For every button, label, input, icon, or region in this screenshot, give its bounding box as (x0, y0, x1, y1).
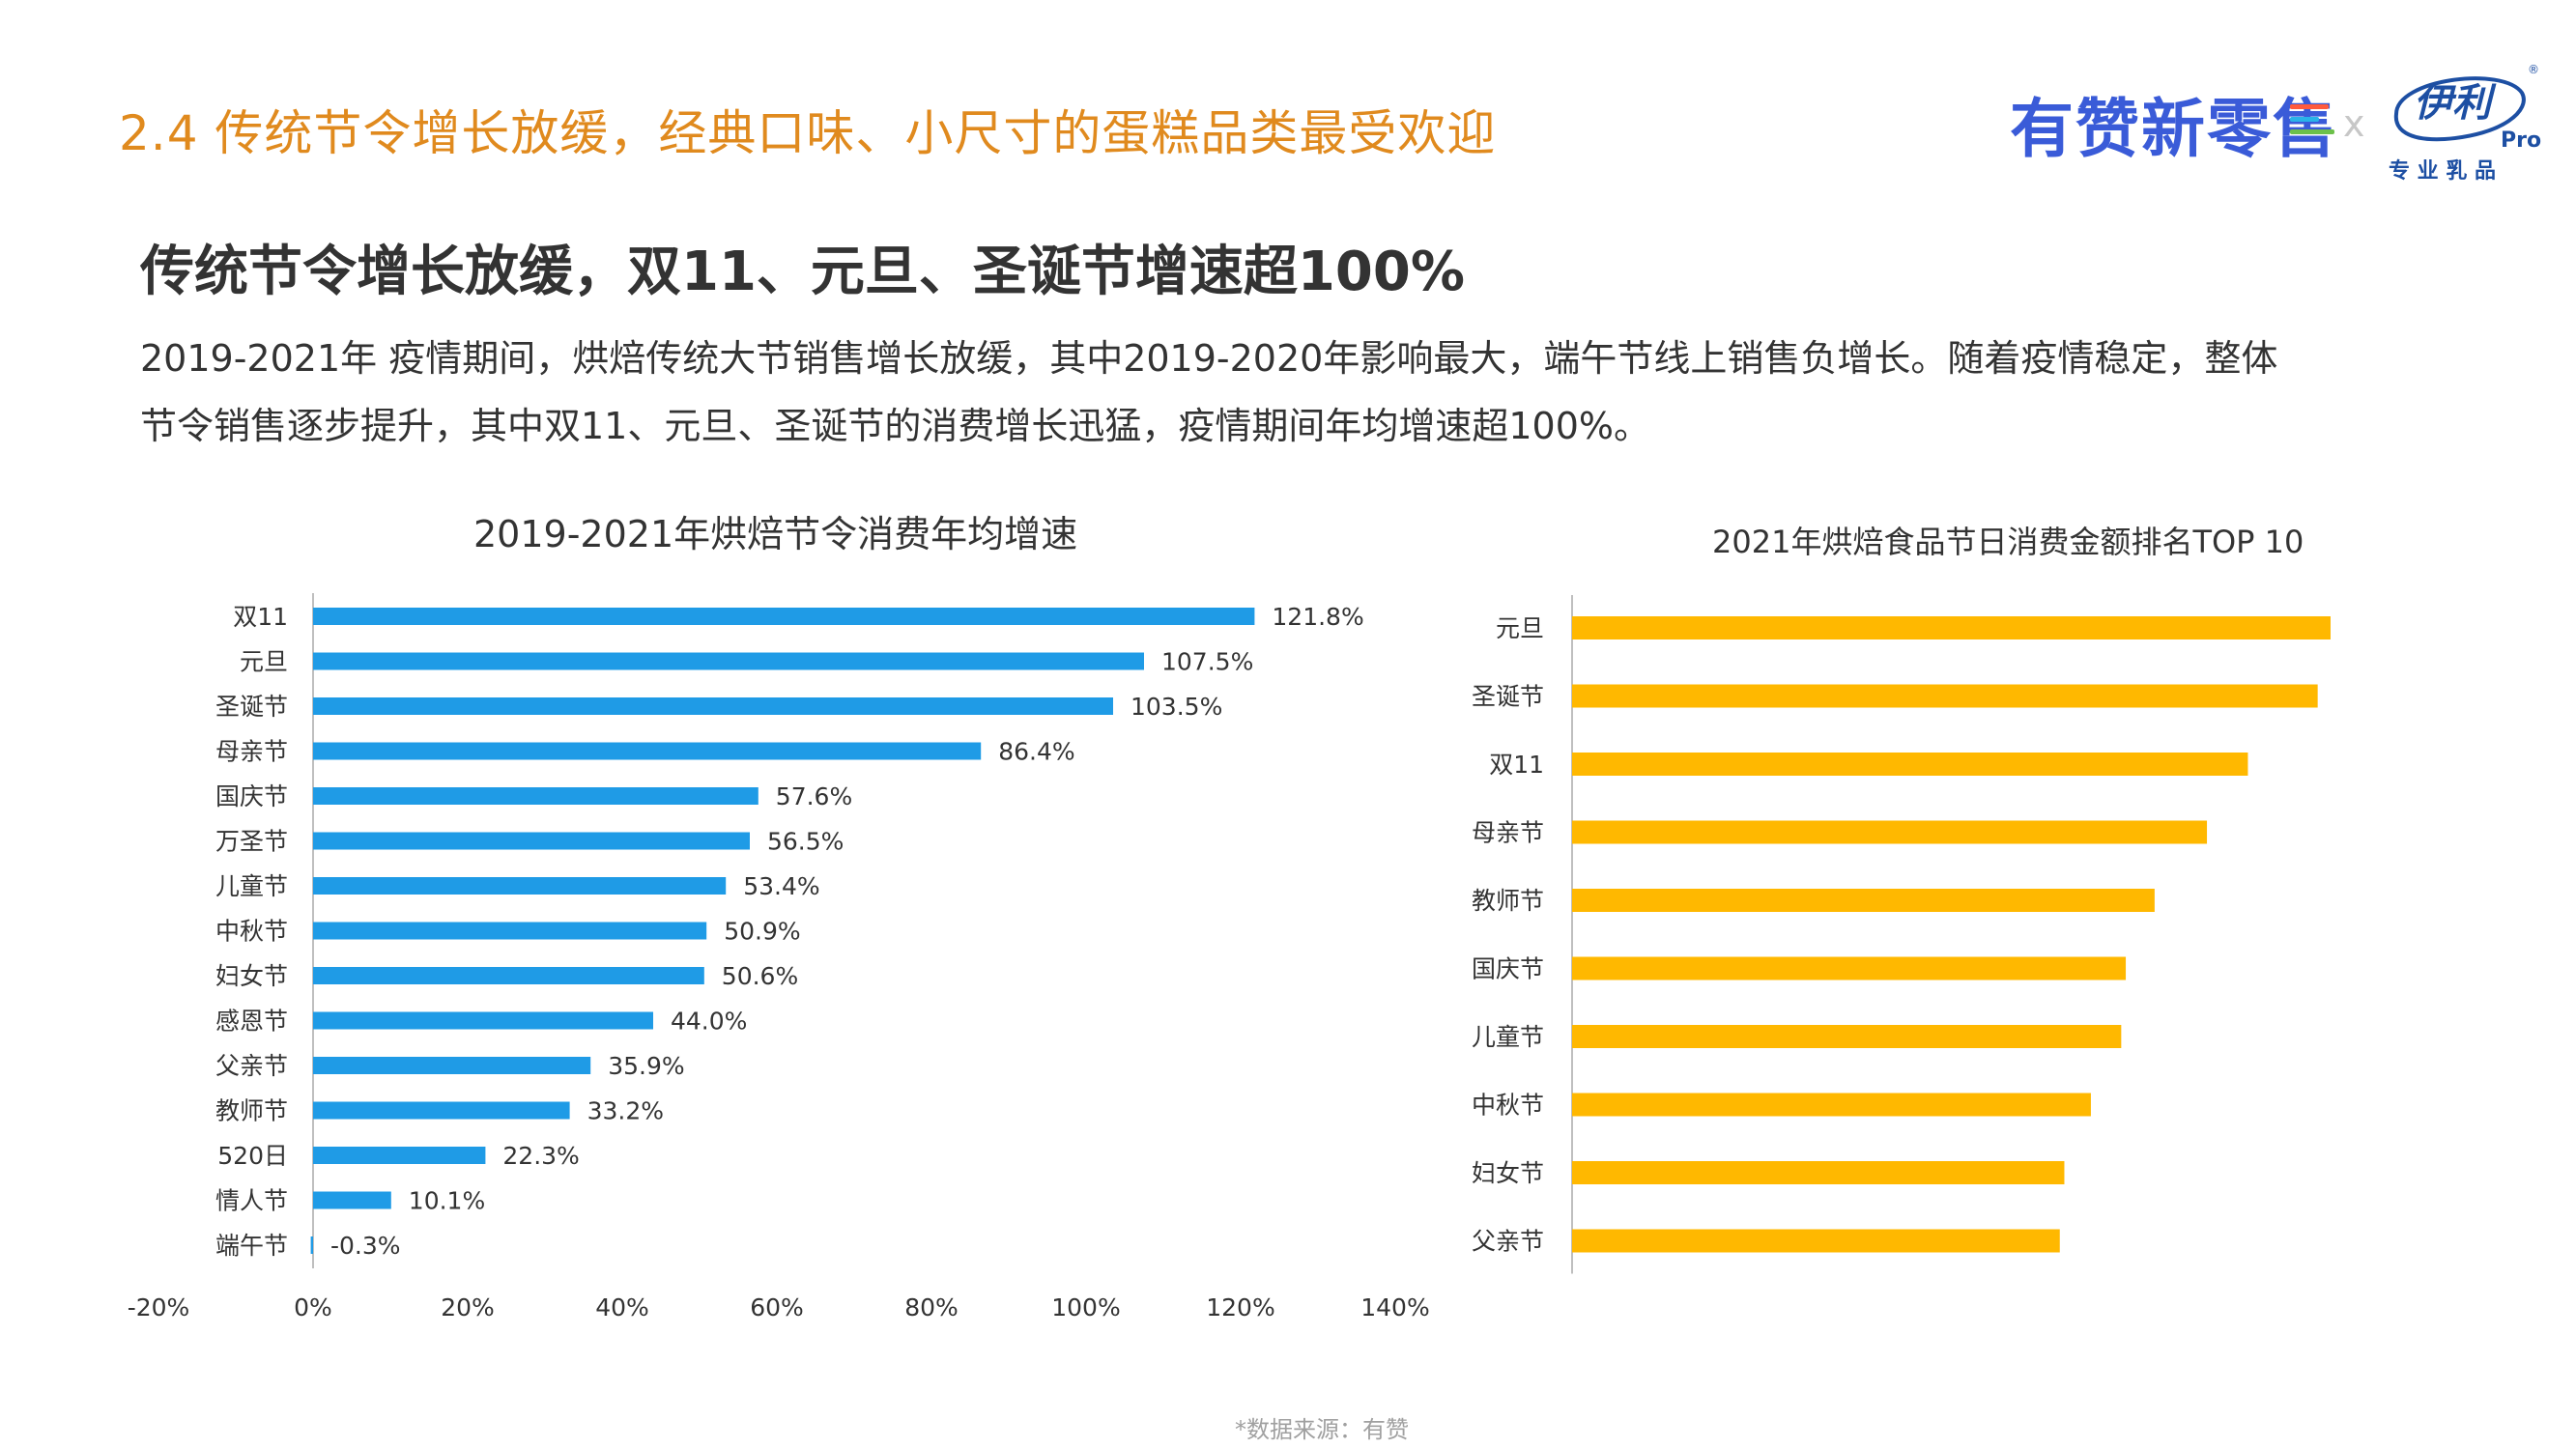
summary-line-1: 2019-2021年 疫情期间，烘焙传统大节销售增长放缓，其中2019-2020… (140, 337, 2278, 380)
data-label: 44.0% (671, 1008, 747, 1036)
category-label: 端午节 (215, 1232, 288, 1260)
category-label: 520日 (217, 1142, 288, 1170)
x-tick-label: 60% (750, 1293, 804, 1321)
summary-line-2: 节令销售逐步提升，其中双11、元旦、圣诞节的消费增长迅猛，疫情期间年均增速超10… (140, 405, 1650, 447)
category-label: 双11 (1489, 751, 1544, 779)
bar (313, 1147, 486, 1164)
bar (313, 1191, 391, 1209)
bar (1572, 616, 2331, 639)
yili-logo: 伊利 ® Pro 专 业 乳 品 (2389, 63, 2541, 184)
bar (313, 608, 1255, 625)
bar (313, 922, 707, 940)
data-label: 56.5% (767, 828, 844, 856)
category-label: 父亲节 (1472, 1228, 1544, 1256)
bar (313, 877, 727, 895)
growth-rate-bar-chart: 双11 121.8% 元旦 107.5% 圣诞节 103.5% 母亲节 86.4% 国庆节 57.… (128, 593, 1430, 1321)
growth-chart-title: 2019-2021年烘焙节令消费年均增速 (473, 513, 1078, 555)
category-label: 儿童节 (1472, 1023, 1544, 1051)
category-label: 圣诞节 (1472, 683, 1544, 711)
bar (313, 697, 1113, 715)
x-tick-label: -20% (128, 1293, 190, 1321)
yili-logo-registered: ® (2528, 63, 2539, 76)
data-label: 33.2% (587, 1097, 664, 1125)
section-title: 2.4 传统节令增长放缓，经典口味、小尺寸的蛋糕品类最受欢迎 (119, 105, 1497, 161)
bar (313, 1011, 653, 1030)
bar (313, 967, 704, 984)
category-label: 情人节 (215, 1187, 288, 1215)
youzan-logo: 有赞新零售 (2010, 92, 2338, 166)
x-tick-label: 20% (441, 1293, 495, 1321)
summary-paragraph: 2019-2021年 疫情期间，烘焙传统大节销售增长放缓，其中2019-2020… (140, 325, 2401, 460)
bar (1572, 753, 2248, 776)
bar (313, 1101, 570, 1120)
x-tick-label: 100% (1051, 1293, 1120, 1321)
data-label: 57.6% (776, 782, 852, 810)
bar (313, 787, 758, 805)
x-tick-label: 40% (595, 1293, 649, 1321)
data-label: 121.8% (1272, 603, 1363, 631)
data-label: 35.9% (608, 1052, 684, 1080)
bar (313, 1057, 591, 1074)
bar (1572, 956, 2127, 980)
bar (1572, 889, 2155, 912)
bar (1572, 1229, 2060, 1253)
youzan-logo-stripes (2290, 104, 2334, 147)
data-label: 50.9% (724, 918, 800, 946)
data-source-note: *数据来源：有赞 (1235, 1416, 1409, 1443)
logo-separator: x (2343, 102, 2365, 145)
bar (313, 832, 750, 850)
data-label: 53.4% (743, 872, 819, 900)
category-label: 妇女节 (215, 962, 288, 990)
category-label: 国庆节 (1472, 955, 1544, 983)
category-label: 元旦 (240, 648, 288, 676)
category-label: 儿童节 (215, 872, 288, 900)
category-label: 圣诞节 (215, 693, 288, 721)
headline: 传统节令增长放缓，双11、元旦、圣诞节增速超100% (140, 241, 1465, 303)
data-label: 86.4% (998, 738, 1074, 766)
data-label: 10.1% (409, 1187, 485, 1215)
bar (310, 1236, 313, 1254)
data-label: 22.3% (502, 1142, 579, 1170)
bar (1572, 1025, 2122, 1048)
category-label: 万圣节 (215, 828, 288, 856)
category-label: 父亲节 (215, 1052, 288, 1080)
x-tick-label: 120% (1206, 1293, 1274, 1321)
data-label: 50.6% (722, 962, 798, 990)
ranking-chart-title: 2021年烘焙食品节日消费金额排名TOP 10 (1712, 524, 2304, 560)
category-label: 国庆节 (215, 782, 288, 810)
bar (1572, 1161, 2065, 1184)
bar (313, 742, 982, 760)
yili-logo-text: 伊利 (2414, 81, 2497, 126)
bar (313, 652, 1144, 670)
category-label: 母亲节 (1472, 819, 1544, 847)
data-label: 103.5% (1131, 693, 1222, 721)
x-tick-label: 0% (294, 1293, 332, 1321)
yili-tagline: 专 业 乳 品 (2389, 158, 2496, 184)
category-label: 妇女节 (1472, 1159, 1544, 1187)
category-label: 双11 (233, 603, 288, 631)
yili-logo-pro: Pro (2501, 128, 2541, 153)
category-label: 感恩节 (215, 1008, 288, 1036)
category-label: 母亲节 (215, 738, 288, 766)
category-label: 教师节 (1472, 887, 1544, 915)
category-label: 元旦 (1496, 614, 1544, 642)
category-label: 教师节 (215, 1097, 288, 1125)
bar (1572, 820, 2208, 844)
x-tick-label: 140% (1360, 1293, 1429, 1321)
data-label: 107.5% (1161, 648, 1253, 676)
bar (1572, 684, 2318, 708)
x-tick-label: 80% (904, 1293, 959, 1321)
bar (1572, 1093, 2091, 1117)
data-label: -0.3% (330, 1232, 401, 1260)
category-label: 中秋节 (215, 918, 288, 946)
category-label: 中秋节 (1472, 1092, 1544, 1120)
